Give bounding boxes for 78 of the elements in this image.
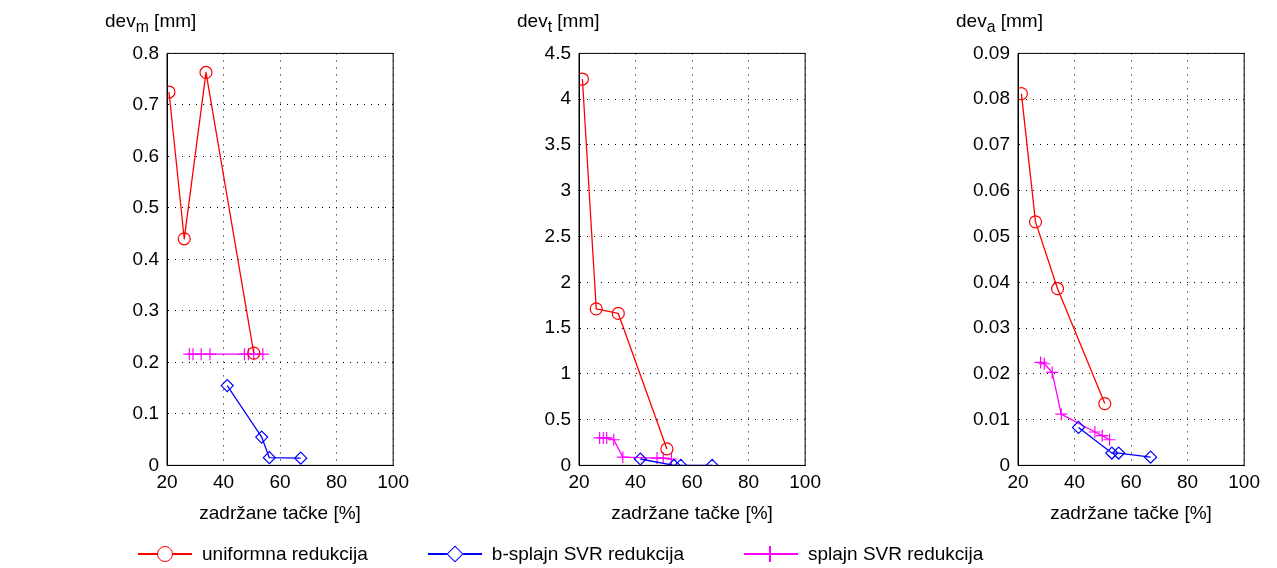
point bbox=[203, 347, 217, 361]
point bbox=[199, 65, 213, 80]
point bbox=[656, 451, 670, 465]
point bbox=[1112, 446, 1126, 460]
y-tick-label: 0 bbox=[148, 453, 159, 475]
legend-label: uniformna redukcija bbox=[202, 543, 368, 565]
point bbox=[664, 452, 679, 466]
y-tick-label: 3.5 bbox=[544, 133, 571, 155]
x-tick-label: 40 bbox=[1063, 471, 1086, 493]
point bbox=[1143, 450, 1158, 464]
y-axis-title: dev$_{a}$ [mm] bbox=[956, 10, 1043, 36]
y-tick-label: 2 bbox=[560, 270, 571, 292]
x-tick-label: 100 bbox=[377, 471, 409, 493]
y-tick-label: 0.09 bbox=[973, 41, 1010, 63]
point bbox=[589, 302, 603, 316]
legend-label: splajn SVR redukcija bbox=[808, 543, 984, 565]
point bbox=[607, 433, 621, 447]
x-tick-label: 40 bbox=[624, 471, 647, 493]
x-tick-label: 60 bbox=[269, 471, 291, 493]
y-tick-label: 1.5 bbox=[544, 316, 571, 338]
y-tick-label: 0.3 bbox=[132, 299, 159, 321]
y-tick-label: 0 bbox=[560, 453, 571, 475]
point bbox=[1105, 446, 1119, 460]
y-tick-label: 0.4 bbox=[132, 247, 160, 269]
y-tick-label: 0.6 bbox=[132, 144, 159, 166]
point bbox=[1045, 365, 1059, 380]
point bbox=[262, 451, 276, 465]
legend-label: b-splajn SVR redukcija bbox=[491, 543, 685, 565]
point bbox=[220, 378, 234, 393]
x-tick-label: 100 bbox=[789, 471, 821, 493]
x-tick-label: 20 bbox=[1007, 471, 1029, 493]
x-tick-label: 80 bbox=[326, 471, 348, 493]
x-axis-title: zadržane tačke [%] bbox=[199, 501, 361, 523]
point bbox=[1050, 282, 1065, 296]
y-tick-label: 0.04 bbox=[973, 270, 1011, 292]
y-tick-label: 0.1 bbox=[132, 402, 159, 424]
y-tick-label: 0.01 bbox=[973, 407, 1010, 429]
y-axis-title: dev$_{t}$ [mm] bbox=[517, 10, 600, 36]
x-tick-label: 60 bbox=[681, 471, 703, 493]
x-axis-title: zadržane tačke [%] bbox=[1050, 501, 1212, 523]
point bbox=[1071, 420, 1086, 434]
y-tick-label: 0 bbox=[999, 453, 1010, 475]
point bbox=[616, 450, 630, 464]
y-tick-label: 0.7 bbox=[132, 93, 159, 115]
x-tick-label: 20 bbox=[568, 471, 590, 493]
y-tick-label: 0.2 bbox=[132, 350, 159, 372]
x-tick-label: 40 bbox=[212, 471, 235, 493]
point bbox=[1098, 397, 1112, 411]
x-axis-title: zadržane tačke [%] bbox=[611, 501, 773, 523]
y-tick-label: 0.06 bbox=[973, 178, 1010, 200]
y-tick-label: 2.5 bbox=[544, 224, 571, 246]
x-tick-label: 20 bbox=[156, 471, 178, 493]
point bbox=[255, 430, 269, 444]
y-tick-label: 3 bbox=[560, 178, 571, 200]
point bbox=[660, 442, 674, 456]
y-tick-label: 0.8 bbox=[132, 41, 159, 63]
y-tick-label: 0.07 bbox=[973, 133, 1010, 155]
y-tick-label: 0.5 bbox=[544, 407, 571, 429]
y-tick-label: 4 bbox=[560, 87, 572, 109]
x-tick-label: 80 bbox=[738, 471, 760, 493]
y-tick-label: 0.03 bbox=[973, 316, 1010, 338]
point bbox=[294, 451, 308, 465]
y-tick-label: 4.5 bbox=[544, 41, 571, 63]
y-tick-label: 0.02 bbox=[973, 362, 1010, 384]
point bbox=[177, 232, 191, 246]
point bbox=[611, 306, 625, 321]
y-tick-label: 0.08 bbox=[973, 87, 1010, 109]
x-tick-label: 80 bbox=[1177, 471, 1199, 493]
point bbox=[1028, 215, 1043, 229]
y-tick-label: 0.5 bbox=[132, 196, 159, 218]
y-tick-label: 1 bbox=[560, 362, 571, 384]
point bbox=[633, 452, 647, 466]
y-tick-label: 0.05 bbox=[973, 224, 1010, 246]
y-axis-title: dev$_{m}$ [mm] bbox=[105, 10, 197, 36]
x-tick-label: 60 bbox=[1120, 471, 1142, 493]
point bbox=[256, 347, 270, 361]
point bbox=[1054, 407, 1068, 421]
x-tick-label: 100 bbox=[1228, 471, 1260, 493]
